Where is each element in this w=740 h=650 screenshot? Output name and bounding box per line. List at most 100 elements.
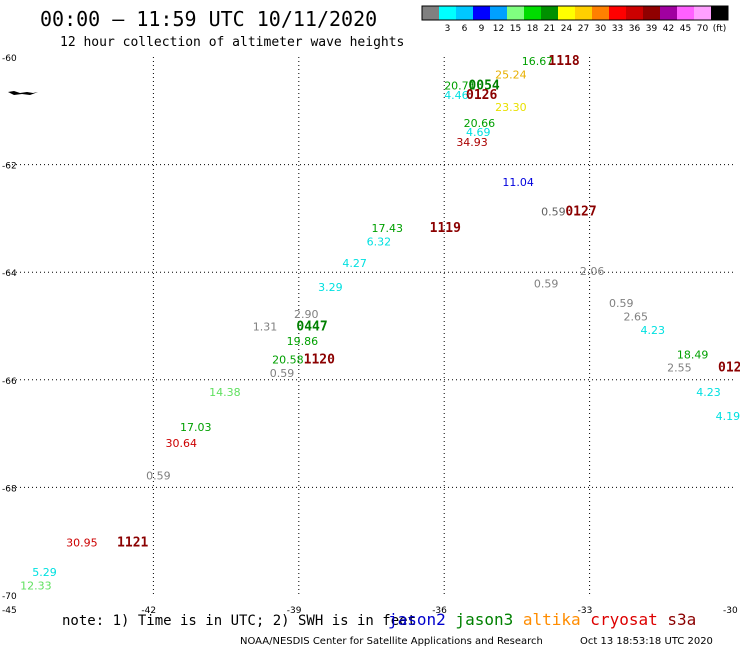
pass-time-label: 1118 (548, 54, 579, 69)
wave-height-label: 20.66 (464, 117, 496, 130)
wave-height-label: 4.23 (696, 386, 721, 399)
wave-height-label: 34.93 (456, 136, 488, 149)
legend-tick-label: 30 (595, 24, 607, 34)
legend-swatch (643, 6, 660, 20)
color-legend: 3 6 9 12 15 18 21 24 27 30 33 36 39 42 45 70 (ft) (421, 5, 729, 34)
wave-height-label: 0.59 (534, 277, 559, 290)
legend-tick-label: 21 (544, 24, 555, 34)
legend-swatch (575, 6, 592, 20)
axis-ticks: -42 -39 -36 -33 -30 -60 -62 -64 -66 -68 -70 -45 (2, 54, 738, 616)
legend-swatch (711, 6, 728, 20)
wave-height-label: 17.03 (180, 421, 212, 434)
plot-grid (8, 57, 735, 595)
legend-swatch (439, 6, 456, 20)
pass-time-label: 0126 (718, 361, 740, 376)
wave-height-label: 14.38 (209, 386, 241, 399)
legend-tick-label: 33 (612, 24, 623, 34)
satellite-name-jason2: jason2 (388, 610, 446, 629)
legend-swatch (660, 6, 677, 20)
legend-swatch (422, 6, 439, 20)
wave-height-label: 1.31 (253, 320, 277, 333)
legend-tick-label: 12 (493, 24, 504, 34)
legend-tick-label: 24 (561, 24, 573, 34)
y-tick-label: -64 (2, 269, 17, 279)
wave-height-label: 17.43 (372, 222, 404, 235)
legend-swatch (490, 6, 507, 20)
wave-height-label: 16.67 (522, 55, 554, 68)
x-tick-label: -30 (723, 606, 738, 616)
island-shape (8, 91, 38, 95)
legend-frame (421, 5, 729, 21)
legend-swatch (694, 6, 711, 20)
y-tick-label: -66 (2, 377, 17, 387)
wave-height-label: 2.90 (294, 308, 319, 321)
satellite-name-cryosat: cryosat (581, 610, 658, 629)
pass-time-label: 0127 (565, 205, 596, 220)
pass-time-label: 0126 (466, 88, 497, 103)
wave-height-label: 20.58 (272, 354, 304, 367)
wave-height-label: 23.30 (495, 101, 526, 114)
legend-tick-label: 15 (510, 24, 521, 34)
x-tick-label: -33 (578, 606, 593, 616)
legend-swatch (626, 6, 643, 20)
wave-height-label: 4.23 (640, 324, 665, 337)
legend-swatch (677, 6, 694, 20)
satellite-legend: jason2 jason3 altika cryosat s3a (388, 610, 696, 629)
pass-time-label: 1119 (430, 221, 461, 236)
wave-height-label: 0.59 (270, 367, 295, 380)
wave-height-label: 6.32 (367, 235, 392, 248)
wave-height-label: 4.27 (342, 257, 367, 270)
legend-tick-label: 3 (445, 24, 451, 34)
legend-tick-label: 70 (697, 24, 709, 34)
wave-height-label: 3.29 (318, 281, 343, 294)
legend-swatch (473, 6, 490, 20)
wave-height-label: 11.04 (502, 176, 534, 189)
legend-tick-label: (ft) (713, 24, 727, 34)
legend-swatch (541, 6, 558, 20)
legend-swatch (524, 6, 541, 20)
wave-height-label: 2.55 (667, 362, 692, 375)
wave-height-label: 0.59 (146, 469, 171, 482)
footer: note: 1) Time is in UTC; 2) SWH is in fe… (62, 610, 713, 647)
timestamp-text: Oct 13 18:53:18 UTC 2020 (580, 636, 713, 647)
y-tick-label: -70 (2, 592, 17, 602)
wave-height-label: 30.64 (166, 437, 198, 450)
y-tick-label: -62 (2, 162, 17, 172)
wave-height-label: 0.59 (609, 297, 634, 310)
legend-tick-label: 42 (663, 24, 674, 34)
wave-height-label: 12.33 (20, 580, 52, 593)
chart-subtitle: 12 hour collection of altimeter wave hei… (60, 35, 404, 50)
wave-height-label: 2.06 (580, 265, 605, 278)
legend-swatch (558, 6, 575, 20)
wave-height-label: 25.24 (495, 69, 526, 82)
legend-tick-label: 39 (646, 24, 658, 34)
wave-height-label: 5.29 (32, 566, 57, 579)
chart-title: 00:00 – 11:59 UTC 10/11/2020 (40, 7, 377, 31)
wave-height-label: 4.69 (466, 126, 491, 139)
footer-note: note: 1) Time is in UTC; 2) SWH is in fe… (62, 613, 416, 629)
satellite-name-s3a: s3a (658, 610, 697, 629)
satellite-name-altika: altika (513, 610, 580, 629)
legend-tick-label: 27 (578, 24, 589, 34)
wave-height-label: 30.95 (66, 537, 98, 550)
pass-time-label: 1120 (304, 353, 335, 368)
credit-text: NOAA/NESDIS Center for Satellite Applica… (240, 636, 543, 647)
legend-swatch (609, 6, 626, 20)
pass-time-label: 0054 (468, 78, 499, 93)
wave-height-label: 2.65 (624, 311, 649, 324)
legend-swatch (456, 6, 473, 20)
x-tick-label: -42 (141, 606, 156, 616)
corner-tick-label: -45 (2, 606, 17, 616)
pass-time-label: 0447 (296, 319, 327, 334)
legend-swatch (592, 6, 609, 20)
y-tick-label: -60 (2, 54, 17, 64)
wave-height-label: 4.46 (444, 89, 469, 102)
legend-tick-label: 6 (462, 24, 468, 34)
x-tick-label: -39 (287, 606, 302, 616)
legend-tick-label: 45 (680, 24, 691, 34)
satellite-name-jason3: jason3 (446, 610, 513, 629)
wave-height-label: 18.49 (677, 348, 709, 361)
y-tick-label: -68 (2, 484, 17, 494)
